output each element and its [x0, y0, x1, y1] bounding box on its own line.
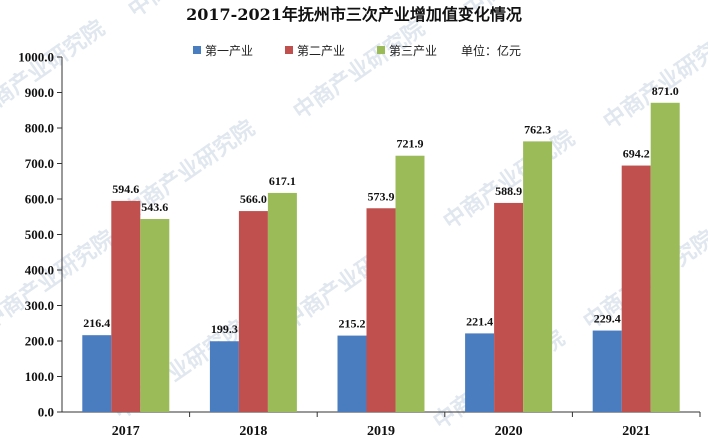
- bar: [209, 341, 239, 412]
- bar: [267, 192, 297, 412]
- data-label: 871.0: [652, 84, 679, 98]
- data-label: 221.4: [466, 314, 493, 328]
- data-label: 617.1: [269, 174, 296, 188]
- watermark-text: 中商产业研究院: [0, 15, 110, 125]
- bar: [523, 141, 553, 413]
- bar: [140, 219, 170, 412]
- y-tick-label: 1000.0: [18, 50, 54, 65]
- bar: [395, 155, 425, 412]
- y-tick-label: 100.0: [25, 369, 54, 384]
- data-label: 229.4: [594, 312, 621, 326]
- legend-label: 第二产业: [297, 44, 345, 58]
- x-tick-label: 2019: [367, 424, 395, 439]
- data-label: 721.9: [397, 137, 424, 151]
- data-label: 588.9: [495, 184, 522, 198]
- x-tick-label: 2020: [495, 424, 523, 439]
- unit-label: 单位：亿元: [461, 43, 521, 58]
- legend-swatch: [377, 46, 385, 54]
- y-tick-label: 800.0: [25, 121, 54, 136]
- bar: [366, 208, 396, 412]
- y-tick-label: 700.0: [25, 156, 54, 171]
- data-label: 543.6: [141, 200, 168, 214]
- x-tick-label: 2021: [622, 424, 650, 439]
- bars: [82, 102, 680, 413]
- y-tick-label: 900.0: [25, 85, 54, 100]
- data-label: 215.2: [339, 317, 366, 331]
- legend-swatch: [193, 46, 201, 54]
- x-axis: 2017 2018 2019 2020 2021: [62, 411, 701, 439]
- legend-label: 第三产业: [389, 44, 437, 58]
- data-label: 594.6: [112, 182, 139, 196]
- data-label: 762.3: [524, 122, 551, 136]
- bar: [494, 202, 524, 412]
- chart-title: 2017-2021年抚州市三次产业增加值变化情况: [186, 5, 522, 24]
- data-label: 216.4: [83, 316, 110, 330]
- data-label: 694.2: [623, 147, 650, 161]
- bar: [592, 330, 622, 412]
- data-label: 573.9: [368, 189, 395, 203]
- data-label: 199.3: [211, 322, 238, 336]
- data-label: 566.0: [240, 192, 267, 206]
- y-axis: 0.0 100.0 200.0 300.0 400.0 500.0 600.0 700.0 80…: [18, 50, 63, 420]
- x-tick-label: 2017: [112, 424, 140, 439]
- y-tick-label: 200.0: [25, 334, 54, 349]
- bar: [238, 211, 268, 412]
- y-tick-label: 300.0: [25, 298, 54, 313]
- y-tick-label: 0.0: [38, 405, 54, 420]
- y-tick-label: 600.0: [25, 192, 54, 207]
- y-tick-label: 400.0: [25, 263, 54, 278]
- bar: [621, 165, 651, 412]
- x-tick-label: 2018: [239, 424, 267, 439]
- legend: 第一产业 第二产业 第三产业 单位：亿元: [193, 43, 521, 58]
- bar: [650, 102, 680, 413]
- bar: [82, 335, 112, 412]
- watermark-text: 中商产业研究院: [289, 15, 430, 125]
- bar: [337, 335, 367, 412]
- bar: [465, 333, 495, 412]
- legend-swatch: [285, 46, 293, 54]
- y-tick-label: 500.0: [25, 227, 54, 242]
- bar: [111, 200, 141, 412]
- legend-label: 第一产业: [205, 44, 253, 58]
